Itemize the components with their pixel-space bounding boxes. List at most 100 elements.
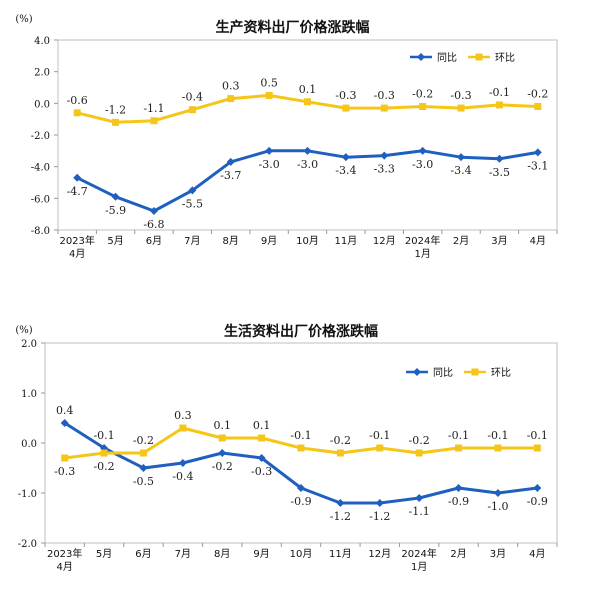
- y-tick-label: 4.0: [34, 36, 50, 47]
- legend-marker: [475, 53, 483, 61]
- y-tick-label: -6.0: [31, 194, 50, 205]
- data-label: -0.2: [212, 460, 233, 473]
- data-label: -0.2: [412, 88, 433, 101]
- data-point: [61, 454, 69, 462]
- x-tick-label: 10月: [296, 235, 319, 247]
- data-point: [218, 449, 227, 457]
- data-point: [336, 449, 344, 457]
- x-tick-label: 5月: [96, 548, 112, 560]
- x-tick-label: 2023年: [59, 234, 94, 247]
- y-tick-label: -4.0: [31, 163, 50, 174]
- x-tick-label: 5月: [107, 235, 123, 247]
- data-label: -0.1: [290, 429, 311, 442]
- data-label: 0.3: [174, 409, 192, 422]
- x-tick-label: 7月: [184, 235, 200, 247]
- data-point: [457, 153, 466, 162]
- data-point: [112, 118, 120, 126]
- data-label: -3.0: [297, 158, 318, 171]
- y-axis-label: (%): [15, 325, 32, 336]
- data-label: -0.2: [93, 460, 114, 473]
- data-point: [419, 103, 427, 110]
- data-point: [257, 454, 266, 462]
- y-tick-label: -2.0: [31, 131, 50, 142]
- x-tick-label: 2023年: [47, 547, 82, 560]
- x-tick-label: 1月: [411, 561, 427, 573]
- data-point: [73, 109, 81, 117]
- data-label: -1.2: [369, 510, 390, 523]
- x-tick-label: 6月: [146, 235, 162, 247]
- data-point: [258, 434, 266, 442]
- data-point: [457, 104, 465, 112]
- data-point: [341, 153, 350, 162]
- data-label: -0.3: [374, 89, 395, 102]
- data-label: -3.4: [335, 164, 356, 177]
- data-label: -0.4: [172, 470, 193, 483]
- data-label: -0.3: [251, 465, 272, 478]
- chart-1: 生产资料出厂价格涨跌幅 (%)4.0 2.0 0.0 -2.0 -4.0 -6.0 -8.0 2…: [15, 14, 558, 260]
- x-tick-label: 3月: [491, 235, 507, 247]
- data-point: [534, 103, 542, 110]
- data-point: [494, 444, 502, 452]
- data-point: [149, 207, 158, 215]
- x-tick-label: 10月: [290, 548, 313, 560]
- data-point: [139, 449, 147, 457]
- data-point: [495, 154, 504, 163]
- data-label: -0.1: [448, 429, 469, 442]
- x-tick-label: 3月: [490, 548, 506, 560]
- x-tick-label: 11月: [335, 235, 358, 247]
- x-tick-label: 8月: [223, 235, 239, 247]
- data-label: -0.2: [133, 434, 154, 447]
- data-point: [415, 449, 423, 457]
- data-label: 0.4: [56, 404, 74, 417]
- data-point: [188, 106, 196, 114]
- data-point: [188, 186, 197, 195]
- legend-label: 环比: [495, 52, 515, 64]
- legend-marker: [417, 53, 425, 61]
- x-tick-label: 2024年: [405, 234, 440, 247]
- data-label: -6.8: [143, 218, 164, 231]
- y-tick-label: 1.0: [21, 389, 37, 400]
- data-label: -0.1: [93, 429, 114, 442]
- x-tick-label: 6月: [135, 548, 151, 560]
- data-label: -3.5: [489, 166, 510, 179]
- x-tick-label: 2024年: [401, 547, 436, 560]
- legend: 同比 环比: [410, 52, 515, 64]
- data-label: -1.2: [330, 510, 351, 523]
- data-label: 0.1: [213, 419, 231, 432]
- chart-2: 生活资料出厂价格涨跌幅(%)2.01.00.0-1.0-2.02023年4月5月…: [15, 323, 558, 573]
- x-tick-label: 7月: [175, 548, 191, 560]
- legend-marker: [413, 368, 421, 376]
- data-label: -0.1: [527, 429, 548, 442]
- data-label: -0.3: [335, 89, 356, 102]
- chart-title: 生产资料出厂价格涨跌幅: [216, 19, 370, 36]
- x-tick-label: 4月: [529, 548, 545, 560]
- data-point: [380, 104, 388, 112]
- data-point: [226, 157, 235, 166]
- data-point: [415, 494, 424, 502]
- data-point: [454, 484, 463, 492]
- x-tick-label: 8月: [214, 548, 230, 560]
- x-tick-label: 9月: [253, 548, 269, 560]
- x-tick-label: 4月: [69, 248, 85, 260]
- y-tick-label: -8.0: [31, 226, 50, 237]
- data-label: -1.1: [409, 505, 430, 518]
- y-tick-label: -2.0: [18, 539, 37, 550]
- y-tick-label: -1.0: [18, 489, 37, 500]
- data-point: [73, 173, 82, 182]
- legend-label: 同比: [433, 367, 453, 379]
- data-point: [218, 434, 226, 442]
- y-tick-label: 2.0: [34, 68, 50, 79]
- data-label: -0.2: [330, 434, 351, 447]
- data-point: [297, 444, 305, 452]
- data-label: -5.9: [105, 204, 126, 217]
- x-tick-label: 1月: [414, 248, 430, 260]
- data-label: -0.9: [290, 495, 311, 508]
- data-label: -3.4: [450, 164, 471, 177]
- legend-label: 环比: [491, 367, 511, 379]
- data-label: 0.1: [253, 419, 271, 432]
- y-tick-label: 0.0: [21, 439, 37, 450]
- data-label: 0.1: [299, 83, 317, 96]
- data-point: [533, 148, 542, 157]
- data-label: 0.5: [260, 76, 278, 89]
- data-point: [265, 91, 273, 99]
